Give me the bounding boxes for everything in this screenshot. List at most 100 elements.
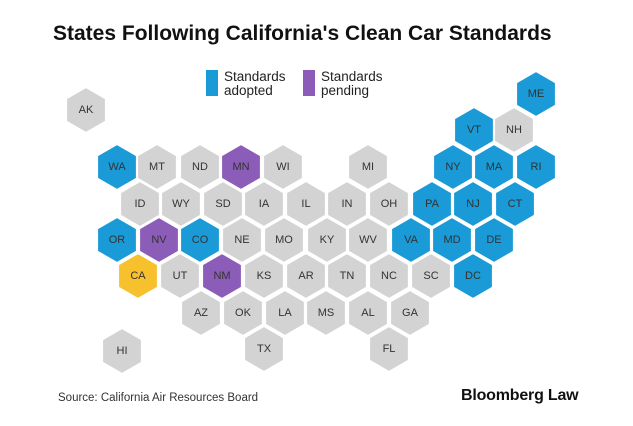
state-label-ny: NY [445,161,461,173]
state-hex-nj [452,179,494,229]
state-label-hi: HI [117,345,128,357]
legend-label-adopted-line1: Standards [224,69,286,84]
state-label-co: CO [192,234,209,246]
state-tile-tn: TN [326,251,368,301]
state-tile-oh: OH [368,179,410,229]
state-tile-ia: IA [243,179,285,229]
state-label-az: AZ [194,307,208,319]
state-tile-va: VA [390,215,432,265]
state-tile-nh: NH [493,105,535,155]
state-tile-wi: WI [262,142,304,192]
state-tile-ak: AK [65,85,107,135]
state-hex-az [180,288,222,338]
state-tile-az: AZ [180,288,222,338]
state-tile-nm: NM [201,251,243,301]
state-hex-mn [220,142,262,192]
state-tile-la: LA [264,288,306,338]
brand-logo: Bloomberg Law [461,387,579,404]
state-label-nv: NV [151,234,167,246]
state-tile-mo: MO [263,215,305,265]
state-label-la: LA [278,307,292,319]
state-hex-ms [305,288,347,338]
state-label-ms: MS [318,307,335,319]
state-hex-or [96,215,138,265]
state-tile-md: MD [431,215,473,265]
state-label-ok: OK [235,307,252,319]
state-hex-pa [411,179,453,229]
state-hex-oh [368,179,410,229]
state-hex-nc [368,251,410,301]
state-tile-ar: AR [285,251,327,301]
state-hex-ne [221,215,263,265]
state-label-in: IN [342,198,353,210]
state-hex-ks [243,251,285,301]
state-hex-in [326,179,368,229]
map-title: States Following California's Clean Car … [53,22,552,45]
state-label-wa: WA [108,161,126,173]
state-hex-nm [201,251,243,301]
state-tile-ri: RI [515,142,557,192]
state-label-ia: IA [259,198,270,210]
state-hex-ca [117,251,159,301]
state-hex-tn [326,251,368,301]
state-tile-ma: MA [473,142,515,192]
state-hex-sc [410,251,452,301]
state-label-mi: MI [362,161,374,173]
state-hex-ri [515,142,557,192]
state-hex-fl [368,324,410,374]
state-label-dc: DC [465,270,481,282]
state-label-pa: PA [425,198,440,210]
state-tile-hi: HI [101,326,143,376]
state-hex-me [515,69,557,119]
state-label-wi: WI [276,161,289,173]
state-hex-va [390,215,432,265]
state-hex-nh [493,105,535,155]
state-label-ne: NE [234,234,249,246]
state-label-ar: AR [298,270,313,282]
state-tile-tx: TX [243,324,285,374]
state-label-mt: MT [149,161,165,173]
state-label-wy: WY [172,198,190,210]
state-hex-nd [179,142,221,192]
state-label-oh: OH [381,198,398,210]
state-label-ut: UT [173,270,188,282]
state-hex-tx [243,324,285,374]
state-hex-ma [473,142,515,192]
state-label-md: MD [443,234,460,246]
state-tile-nd: ND [179,142,221,192]
state-hex-ga [389,288,431,338]
state-tile-vt: VT [453,105,495,155]
state-tile-nc: NC [368,251,410,301]
state-label-sc: SC [423,270,438,282]
state-label-ak: AK [79,104,94,116]
state-label-ks: KS [257,270,272,282]
state-hex-ct [494,179,536,229]
legend-label-pending-line2: pending [321,83,370,98]
state-tile-nj: NJ [452,179,494,229]
state-tile-ny: NY [432,142,474,192]
state-tile-ct: CT [494,179,536,229]
state-label-nh: NH [506,124,522,136]
state-tile-ms: MS [305,288,347,338]
state-tile-ca: CA [117,251,159,301]
state-hex-hi [101,326,143,376]
state-label-ca: CA [130,270,146,282]
state-label-vt: VT [467,124,481,136]
state-hex-de [473,215,515,265]
state-tile-sc: SC [410,251,452,301]
state-label-ma: MA [486,161,503,173]
state-tile-ok: OK [222,288,264,338]
state-label-sd: SD [215,198,230,210]
legend-label-pending-line1: Standards [321,69,383,84]
state-label-tx: TX [257,343,272,355]
state-tile-co: CO [179,215,221,265]
state-label-nc: NC [381,270,397,282]
state-tile-wv: WV [347,215,389,265]
legend-swatch-adopted [206,70,218,96]
state-tile-pa: PA [411,179,453,229]
state-hex-ar [285,251,327,301]
state-label-mo: MO [275,234,293,246]
state-label-ga: GA [402,307,419,319]
state-tile-ne: NE [221,215,263,265]
